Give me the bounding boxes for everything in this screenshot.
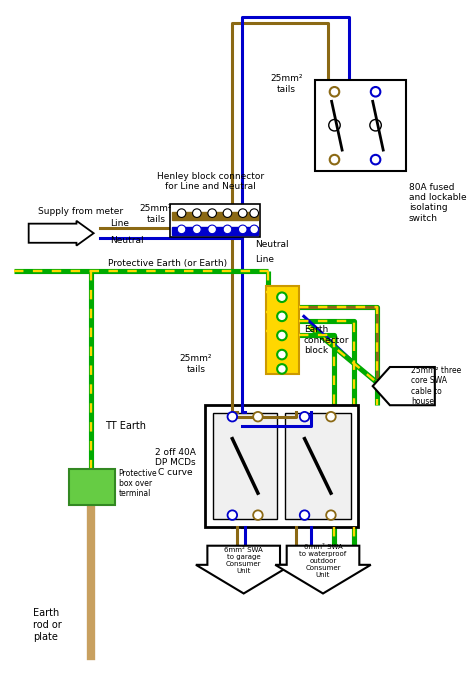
Circle shape xyxy=(250,225,258,234)
Circle shape xyxy=(277,292,287,302)
Circle shape xyxy=(223,209,232,218)
Circle shape xyxy=(208,209,217,218)
Text: Supply from meter: Supply from meter xyxy=(38,207,123,216)
Bar xyxy=(285,413,351,519)
Circle shape xyxy=(300,511,310,520)
Bar xyxy=(172,227,258,235)
Text: Earth
rod or
plate: Earth rod or plate xyxy=(34,609,62,642)
Text: Neutral: Neutral xyxy=(110,236,144,245)
Circle shape xyxy=(371,87,380,97)
Text: 25mm²
tails: 25mm² tails xyxy=(271,75,303,94)
Circle shape xyxy=(228,412,237,422)
Text: 25mm²
tails: 25mm² tails xyxy=(180,354,212,374)
Circle shape xyxy=(253,511,263,520)
Circle shape xyxy=(253,412,263,422)
Text: Neutral: Neutral xyxy=(255,240,289,249)
Bar xyxy=(172,212,258,220)
Circle shape xyxy=(238,209,247,218)
Circle shape xyxy=(326,412,336,422)
Circle shape xyxy=(192,209,201,218)
Polygon shape xyxy=(196,546,292,594)
Text: 2 off 40A
DP MCDs
C curve: 2 off 40A DP MCDs C curve xyxy=(155,448,196,477)
Circle shape xyxy=(371,155,380,164)
Bar xyxy=(315,80,406,171)
Circle shape xyxy=(326,511,336,520)
Text: 25mm²
tails: 25mm² tails xyxy=(139,205,172,224)
Text: Line: Line xyxy=(255,254,274,263)
Text: Line: Line xyxy=(110,219,129,228)
Text: 6mm² SWA
to waterproof
outdoor
Consumer
Unit: 6mm² SWA to waterproof outdoor Consumer … xyxy=(300,544,346,578)
Text: Earth
connector
block: Earth connector block xyxy=(304,325,349,355)
Circle shape xyxy=(250,209,258,218)
Circle shape xyxy=(238,225,247,234)
Circle shape xyxy=(228,511,237,520)
Text: 25mm² three
core SWA
cable to
house: 25mm² three core SWA cable to house xyxy=(411,366,461,406)
Bar xyxy=(205,405,358,527)
FancyArrow shape xyxy=(28,221,94,245)
Circle shape xyxy=(223,225,232,234)
Circle shape xyxy=(177,225,186,234)
Text: Protective Earth (or Earth): Protective Earth (or Earth) xyxy=(108,259,227,268)
Circle shape xyxy=(192,225,201,234)
Text: 80A fused
and lockable
isolating
switch: 80A fused and lockable isolating switch xyxy=(409,182,466,223)
Polygon shape xyxy=(275,546,371,594)
Bar xyxy=(213,413,277,519)
Polygon shape xyxy=(373,367,435,405)
Circle shape xyxy=(329,120,340,131)
Circle shape xyxy=(330,87,339,97)
Text: Henley block connector
for Line and Neutral: Henley block connector for Line and Neut… xyxy=(157,172,264,191)
Text: TT Earth: TT Earth xyxy=(105,422,146,431)
Text: 6mm² SWA
to garage
Consumer
Unit: 6mm² SWA to garage Consumer Unit xyxy=(224,547,263,574)
Circle shape xyxy=(370,120,381,131)
Circle shape xyxy=(277,350,287,359)
Circle shape xyxy=(208,225,217,234)
Circle shape xyxy=(277,331,287,340)
Circle shape xyxy=(277,364,287,374)
Text: Protective
box over
terminal: Protective box over terminal xyxy=(118,468,157,498)
Circle shape xyxy=(300,412,310,422)
Circle shape xyxy=(330,155,339,164)
Bar xyxy=(69,469,115,504)
Circle shape xyxy=(177,209,186,218)
Circle shape xyxy=(277,312,287,321)
Bar xyxy=(170,204,260,237)
Bar xyxy=(265,286,299,374)
